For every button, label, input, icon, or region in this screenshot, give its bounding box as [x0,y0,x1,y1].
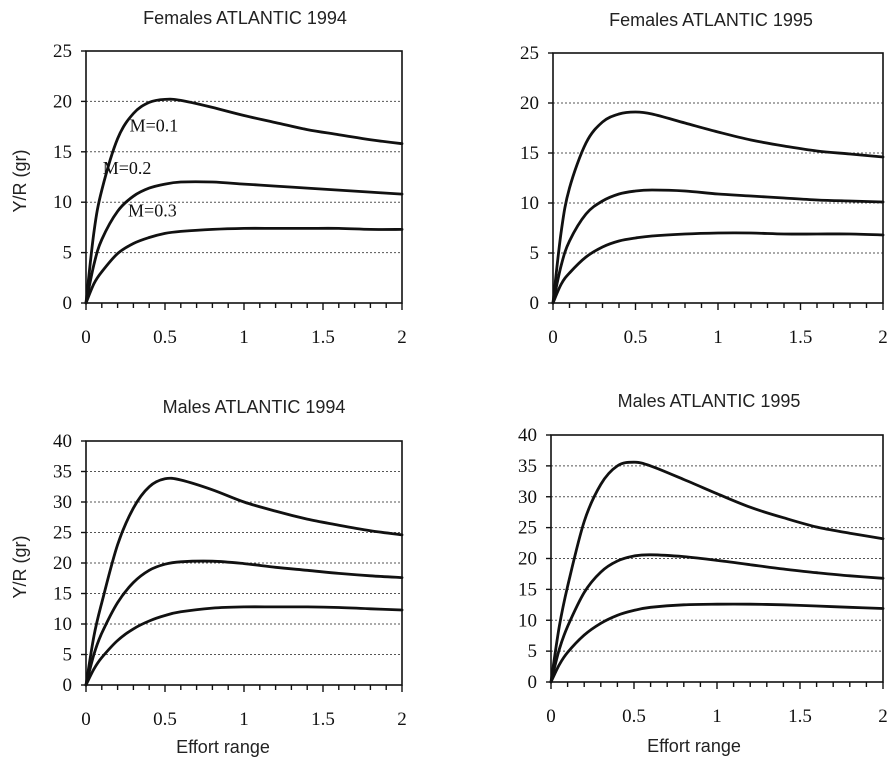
chart-panel-4: Males ATLANTIC 1995 0 5 10 15 20 25 30 35 40 0 0.5 1… [518,391,888,756]
x-tick-label: 1.5 [311,327,335,348]
y-tick-label: 35 [53,462,72,483]
series-line-1 [84,476,404,687]
y-tick-label: 35 [518,456,537,477]
series-line-2 [549,553,885,684]
series-line-1 [549,460,885,684]
x-tick-label: 0 [81,327,91,348]
x-axis-label: Effort range [647,736,741,756]
chart-panel-3: Males ATLANTIC 1994 0 5 10 15 20 25 30 35 40 0 0.5 1… [10,397,407,757]
chart-title: Females ATLANTIC 1995 [609,10,813,30]
y-tick-label: 0 [528,672,538,693]
y-tick-label: 25 [53,523,72,544]
y-tick-label: 40 [53,431,72,452]
x-tick-label: 1.5 [788,706,812,727]
y-tick-label: 5 [63,243,73,264]
plot-frame [552,52,884,304]
y-tick-label: 15 [518,579,537,600]
series-line-1 [551,110,885,305]
y-tick-label: 0 [63,293,73,314]
x-tick-label: 1 [239,327,249,348]
x-tick-label: 2 [878,706,888,727]
y-tick-label: 25 [520,43,539,64]
series-line-2 [551,188,885,305]
series-annotation: M=0.2 [103,158,152,178]
x-tick-label: 0.5 [153,709,177,730]
y-tick-label: 20 [53,553,72,574]
x-tick-label: 0.5 [624,327,648,348]
chart-title: Males ATLANTIC 1994 [163,397,346,417]
chart-panel-1: Females ATLANTIC 1994 0 5 10 15 20 25 0 0.5 1 1.5 2… [10,8,407,348]
y-axis-label: Y/R (gr) [10,150,30,213]
series-line-3 [551,231,885,305]
y-tick-label: 5 [63,645,73,666]
y-tick-label: 20 [520,93,539,114]
x-tick-label: 2 [878,327,888,348]
y-tick-label: 5 [528,641,538,662]
x-tick-label: 1.5 [789,327,813,348]
y-tick-label: 30 [518,487,537,508]
y-tick-label: 20 [53,91,72,112]
series-annotation: M=0.3 [128,200,177,220]
x-tick-label: 2 [397,327,407,348]
y-tick-label: 40 [518,425,537,446]
series-line-3 [84,605,404,687]
y-tick-label: 0 [530,293,540,314]
chart-panel-2: Females ATLANTIC 1995 0 5 10 15 20 25 0 0.5 1 1.5 2 [520,10,888,348]
x-tick-label: 0.5 [622,706,646,727]
y-axis-label: Y/R (gr) [10,536,30,599]
y-tick-label: 10 [53,192,72,213]
y-tick-label: 30 [53,492,72,513]
y-tick-label: 10 [53,614,72,635]
x-tick-label: 0 [81,709,91,730]
y-tick-label: 10 [518,610,537,631]
x-axis-label: Effort range [176,737,270,757]
series-annotation: M=0.1 [130,116,179,136]
y-tick-label: 10 [520,193,539,214]
series-line-3 [84,226,404,305]
x-tick-label: 0.5 [153,327,177,348]
x-tick-label: 1 [712,706,722,727]
y-tick-label: 15 [520,143,539,164]
series-line-2 [84,559,404,687]
x-tick-label: 1 [713,327,723,348]
y-tick-label: 15 [53,584,72,605]
x-tick-label: 1 [239,709,249,730]
chart-title: Males ATLANTIC 1995 [618,391,801,411]
series-line-1 [84,97,404,305]
y-tick-label: 0 [63,675,73,696]
x-tick-label: 0 [548,327,558,348]
y-tick-label: 5 [530,243,540,264]
y-tick-label: 20 [518,549,537,570]
x-tick-label: 2 [397,709,407,730]
y-tick-label: 25 [518,518,537,539]
chart-title: Females ATLANTIC 1994 [143,8,347,28]
x-tick-label: 0 [546,706,556,727]
series-line-2 [84,180,404,305]
series-line-3 [549,602,885,684]
x-tick-label: 1.5 [311,709,335,730]
y-tick-label: 25 [53,41,72,62]
y-tick-label: 15 [53,142,72,163]
